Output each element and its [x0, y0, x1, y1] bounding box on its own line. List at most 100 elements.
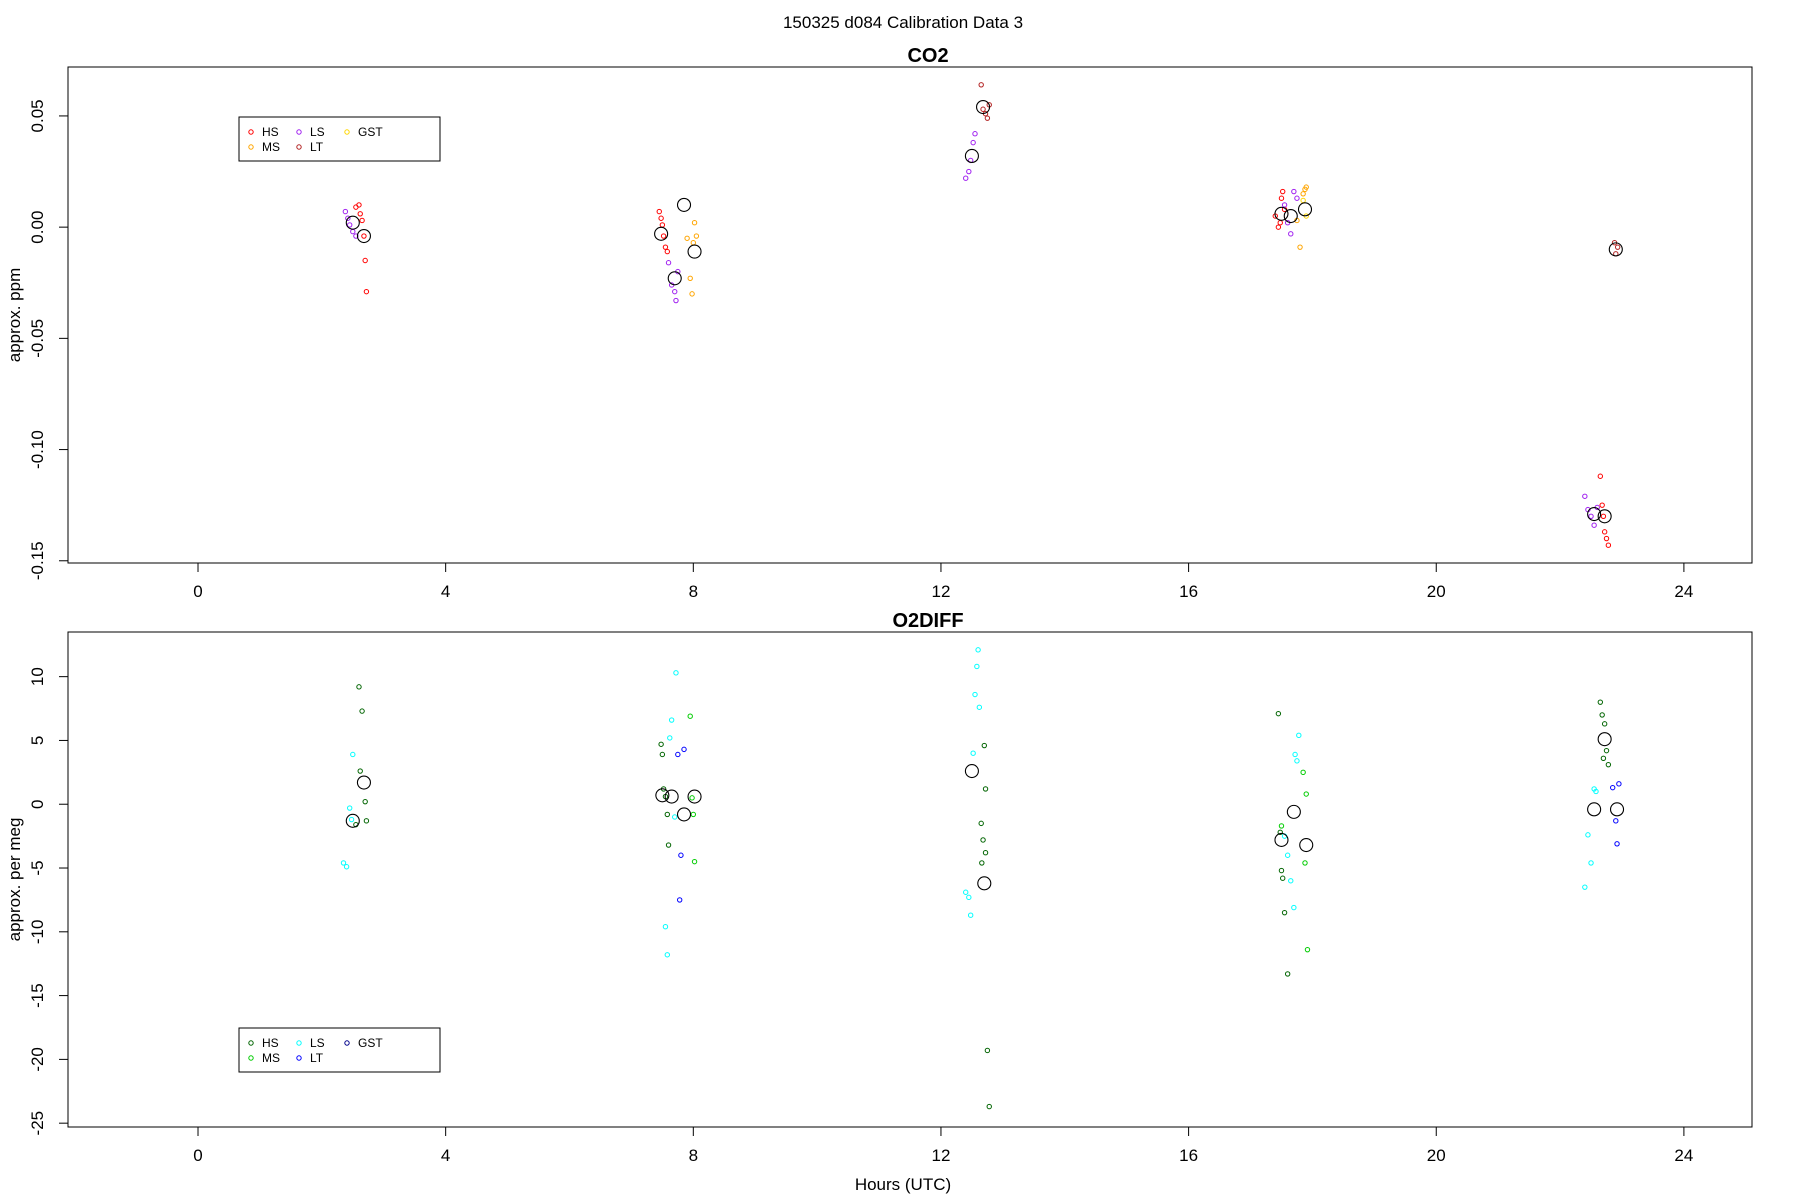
legend-marker	[248, 1055, 254, 1061]
data-point	[984, 1047, 991, 1054]
mean-point	[345, 813, 360, 828]
series-ms	[687, 713, 1311, 953]
data-point	[1614, 841, 1620, 847]
data-point	[1605, 542, 1612, 548]
data-point	[974, 663, 980, 670]
data-point	[678, 852, 684, 858]
data-point	[667, 735, 673, 741]
mean-point	[1608, 242, 1623, 257]
data-point	[673, 297, 679, 304]
mean-point	[1274, 206, 1289, 221]
legend-entry: HS	[262, 125, 279, 139]
legend-marker	[248, 129, 254, 135]
legend-marker	[296, 144, 302, 150]
y-axis-label: approx. per meg	[5, 818, 24, 942]
panel-title: CO2	[907, 45, 948, 67]
data-point	[660, 233, 667, 239]
data-point	[691, 219, 698, 226]
data-point	[1281, 202, 1288, 208]
data-point	[982, 786, 989, 792]
data-point	[1601, 721, 1608, 727]
legend-box	[238, 116, 441, 162]
data-point	[658, 215, 664, 221]
data-point	[966, 168, 972, 175]
data-point	[1302, 860, 1308, 866]
data-point	[659, 751, 666, 758]
data-point	[970, 139, 976, 146]
data-point	[1597, 699, 1604, 705]
data-point	[972, 131, 978, 137]
legend-marker	[248, 1040, 254, 1046]
mean-point	[1597, 509, 1612, 524]
y-tick-label: -10	[28, 920, 47, 945]
mean-point	[977, 876, 992, 891]
mean-point	[676, 197, 692, 212]
data-point	[1605, 761, 1612, 768]
y-tick-label: -20	[28, 1047, 47, 1072]
data-point	[350, 751, 356, 758]
data-point	[1277, 219, 1283, 226]
data-point	[353, 233, 359, 239]
data-point	[1280, 875, 1286, 881]
data-point	[967, 912, 974, 918]
x-tick-label: 20	[1427, 582, 1446, 601]
data-point	[363, 288, 370, 295]
data-point	[966, 894, 972, 901]
data-point	[659, 222, 666, 228]
data-point	[1278, 867, 1285, 874]
data-point	[664, 952, 671, 958]
legend-entry: LT	[310, 140, 324, 154]
data-point	[986, 1103, 992, 1110]
data-point	[345, 215, 351, 221]
data-point	[1277, 829, 1283, 835]
series-ls	[342, 131, 1600, 528]
y-tick-label: -0.10	[28, 430, 47, 469]
mean-point	[1283, 208, 1298, 224]
series-ms	[684, 184, 1309, 297]
y-tick-label: -15	[28, 983, 47, 1008]
data-point	[1600, 755, 1607, 762]
data-point	[1616, 781, 1622, 787]
data-point	[1582, 884, 1588, 890]
legend-marker	[296, 129, 302, 135]
data-point	[1281, 909, 1288, 916]
data-point	[972, 691, 978, 698]
legend-entry: HS	[262, 1036, 279, 1050]
legend-entry: GST	[358, 125, 383, 139]
mean-point	[664, 789, 679, 804]
data-point	[346, 222, 353, 228]
o2diff-panel: O2DIFF 0 4 8 12 16 20 24 10 5 0 -5 -10 -15 -20 -25 appro…	[5, 610, 1753, 1165]
data-point	[662, 924, 669, 930]
data-point	[672, 814, 678, 820]
data-point	[340, 860, 347, 866]
data-point	[981, 742, 987, 749]
legend-marker	[296, 1055, 302, 1061]
data-point	[963, 889, 969, 895]
x-tick-label: 16	[1179, 582, 1198, 601]
x-tick-label: 12	[931, 1146, 950, 1165]
mean-point	[964, 148, 979, 164]
data-point	[356, 202, 362, 208]
data-point	[664, 811, 671, 818]
data-point	[675, 751, 681, 758]
mean-point	[667, 271, 682, 286]
data-point	[656, 208, 662, 215]
data-point	[1294, 195, 1300, 201]
data-point	[980, 837, 986, 843]
x-tick-label: 20	[1427, 1146, 1446, 1165]
data-point	[1303, 791, 1309, 797]
x-tick-label: 0	[193, 582, 202, 601]
data-point	[1593, 788, 1599, 795]
legend-marker	[344, 1040, 350, 1046]
x-tick-label: 12	[931, 582, 950, 601]
mean-point	[964, 764, 979, 779]
data-point	[1284, 971, 1291, 977]
data-point	[978, 820, 984, 827]
data-point	[982, 850, 989, 856]
data-point	[676, 897, 683, 903]
data-point	[1278, 195, 1285, 201]
data-point	[357, 211, 363, 217]
x-tick-label: 8	[689, 582, 698, 601]
y-tick-label: 10	[28, 667, 47, 686]
mean-point	[356, 228, 371, 244]
